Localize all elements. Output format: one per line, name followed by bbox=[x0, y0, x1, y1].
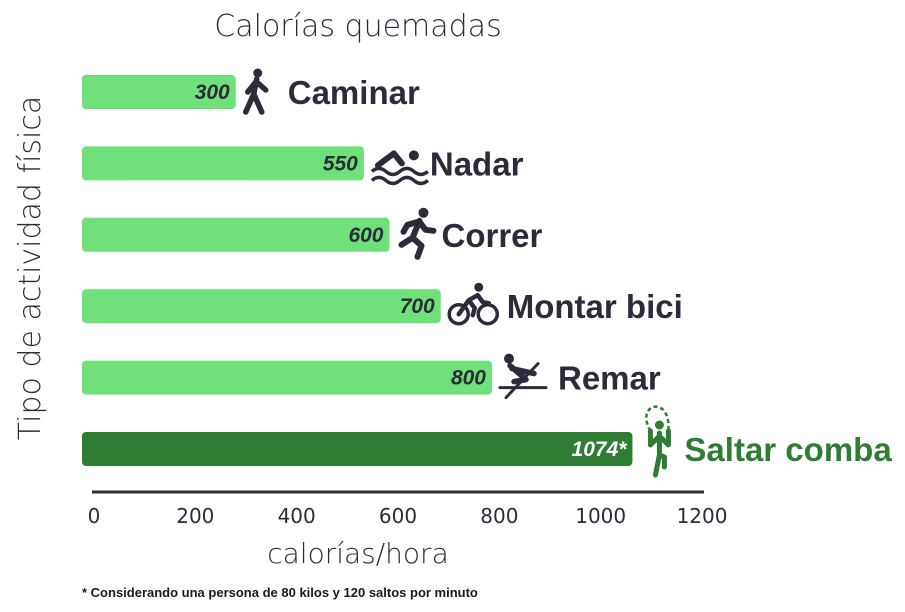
x-ticks-group: 0 200 400 600 800 1000 1200 bbox=[88, 504, 728, 528]
x-tick-label: 0 bbox=[88, 504, 101, 528]
footnote: * Considerando una persona de 80 kilos y… bbox=[82, 585, 478, 600]
bar-3 bbox=[82, 289, 441, 324]
bar-value-label: 1074* bbox=[572, 438, 628, 461]
bar-value-label: 700 bbox=[400, 295, 435, 318]
x-tick-label: 600 bbox=[379, 504, 417, 528]
category-label: Caminar bbox=[288, 74, 420, 111]
category-label: Correr bbox=[442, 217, 543, 254]
category-label: Remar bbox=[558, 360, 661, 397]
rowing-icon bbox=[498, 353, 548, 400]
bar-1 bbox=[82, 146, 364, 181]
x-tick-label: 400 bbox=[278, 504, 316, 528]
bars-group: 300 Caminar 550 Nadar 600 Correr 700 Montar bic… bbox=[82, 68, 892, 478]
category-label: Nadar bbox=[430, 145, 524, 182]
x-tick-label: 1000 bbox=[575, 504, 626, 528]
category-label: Montar bici bbox=[507, 288, 683, 325]
x-tick-label: 1200 bbox=[677, 504, 728, 528]
jump-rope-icon bbox=[645, 405, 671, 478]
bar-value-label: 800 bbox=[451, 367, 486, 390]
y-axis-label: Tipo de actividad física bbox=[13, 96, 48, 441]
bar-value-label: 300 bbox=[195, 81, 230, 104]
bar-0 bbox=[82, 75, 236, 109]
bar-value-label: 550 bbox=[323, 152, 358, 175]
walking-icon bbox=[243, 68, 269, 115]
bar-2 bbox=[82, 217, 390, 252]
bar-4 bbox=[82, 360, 492, 395]
bar-value-label: 600 bbox=[348, 224, 383, 247]
bar-5 bbox=[82, 432, 633, 466]
category-label: Saltar comba bbox=[684, 431, 892, 468]
x-axis-label: calorías/hora bbox=[267, 537, 448, 570]
x-tick-label: 800 bbox=[480, 504, 518, 528]
x-tick-label: 200 bbox=[176, 504, 214, 528]
chart-title: Calorías quemadas bbox=[214, 9, 501, 44]
running-icon bbox=[398, 207, 437, 260]
swimming-icon bbox=[370, 150, 430, 186]
cycling-icon bbox=[447, 282, 499, 326]
